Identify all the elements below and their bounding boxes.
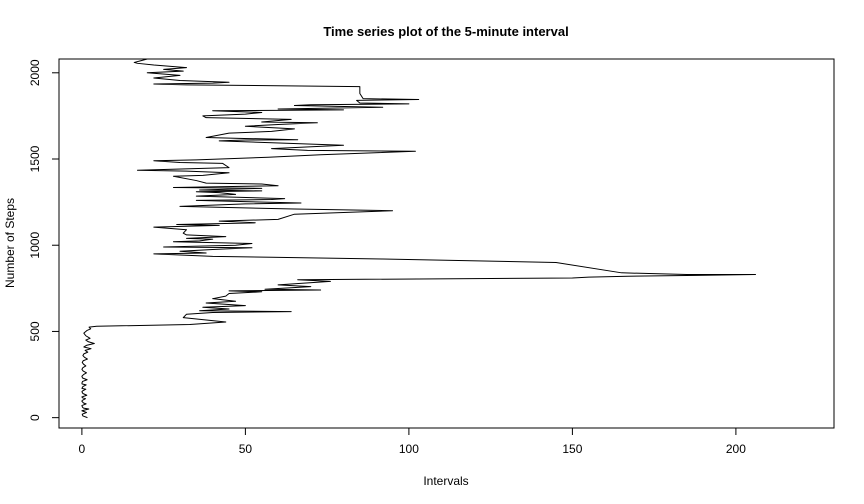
chart-title: Time series plot of the 5-minute interva… (323, 24, 568, 39)
y-axis: 0 500 1000 1500 2000 (28, 59, 59, 421)
x-axis-label: Intervals (423, 474, 468, 488)
y-tick-label: 2000 (28, 59, 42, 86)
y-tick-label: 1500 (28, 145, 42, 172)
series-layer (81, 59, 757, 419)
x-tick-label: 200 (726, 442, 746, 456)
y-tick-label: 1000 (28, 232, 42, 259)
x-tick-label: 100 (399, 442, 419, 456)
x-tick-label: 50 (239, 442, 253, 456)
y-axis-label: Number of Steps (3, 198, 17, 288)
y-tick-label: 0 (28, 414, 42, 421)
x-tick-label: 150 (562, 442, 582, 456)
series-line (81, 59, 757, 419)
x-axis: 0 50 100 150 200 (79, 428, 746, 456)
x-tick-label: 0 (79, 442, 86, 456)
plot-frame (58, 58, 835, 429)
y-tick-label: 500 (28, 321, 42, 341)
